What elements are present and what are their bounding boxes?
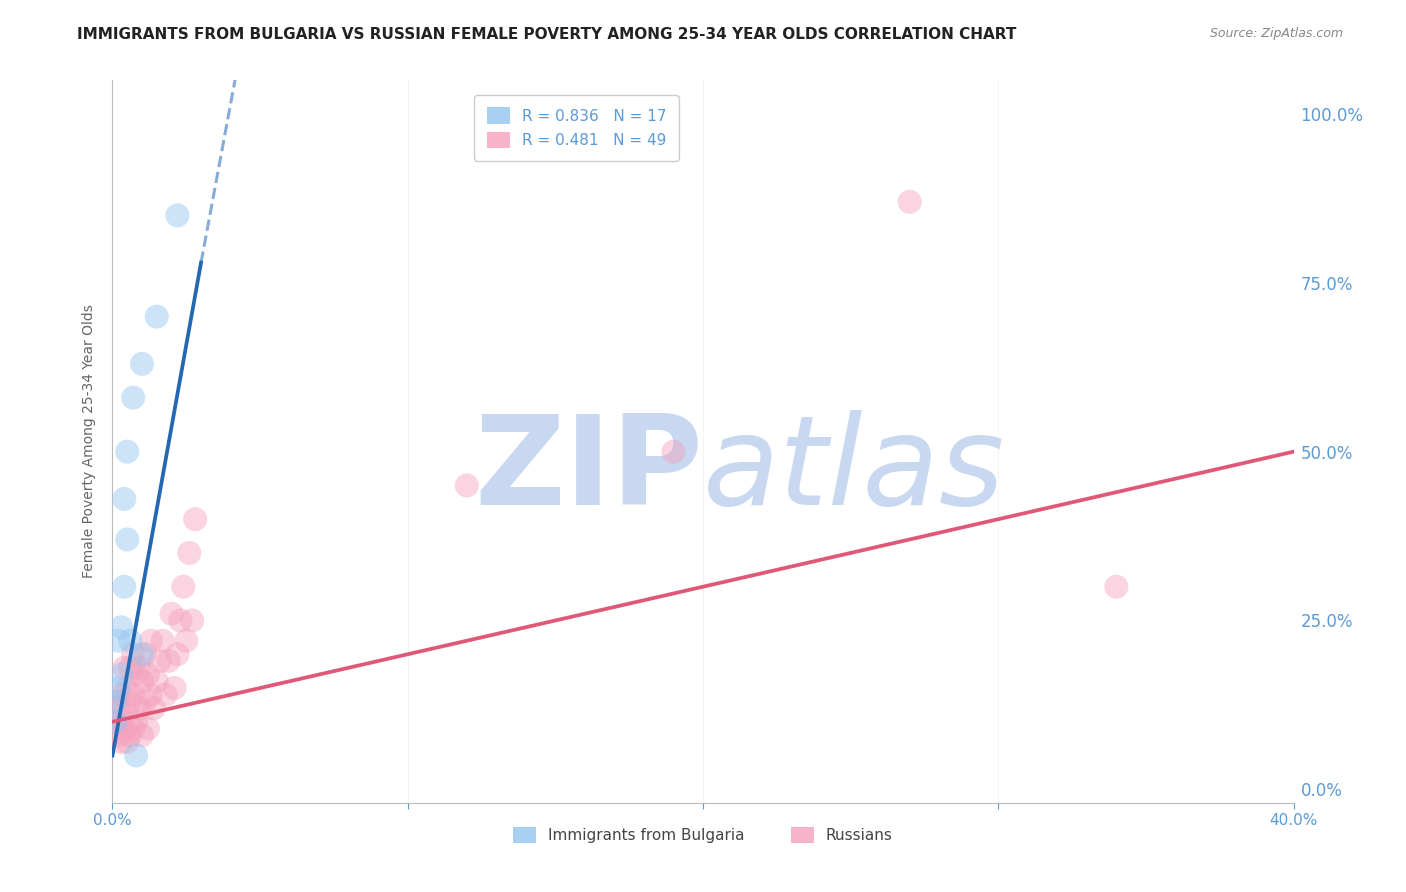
- Point: [166, 208, 188, 222]
- Point: [456, 478, 478, 492]
- Point: [110, 714, 132, 729]
- Point: [136, 722, 159, 736]
- Point: [149, 654, 172, 668]
- Point: [117, 533, 138, 547]
- Point: [110, 688, 132, 702]
- Point: [152, 633, 174, 648]
- Point: [120, 694, 142, 708]
- Point: [107, 701, 129, 715]
- Y-axis label: Female Poverty Among 25-34 Year Olds: Female Poverty Among 25-34 Year Olds: [82, 304, 96, 579]
- Point: [174, 633, 197, 648]
- Point: [112, 491, 135, 506]
- Point: [104, 714, 127, 729]
- Point: [112, 661, 135, 675]
- Point: [117, 444, 138, 458]
- Text: Source: ZipAtlas.com: Source: ZipAtlas.com: [1209, 27, 1343, 40]
- Point: [146, 310, 169, 324]
- Point: [163, 681, 186, 695]
- Point: [134, 647, 156, 661]
- Point: [139, 633, 162, 648]
- Point: [160, 607, 183, 621]
- Point: [122, 688, 145, 702]
- Point: [1105, 580, 1128, 594]
- Point: [166, 647, 188, 661]
- Point: [179, 546, 201, 560]
- Point: [122, 722, 145, 736]
- Point: [662, 444, 685, 458]
- Point: [117, 735, 138, 749]
- Point: [139, 688, 162, 702]
- Point: [117, 708, 138, 723]
- Text: ZIP: ZIP: [474, 410, 703, 531]
- Point: [112, 580, 135, 594]
- Legend: Immigrants from Bulgaria, Russians: Immigrants from Bulgaria, Russians: [508, 821, 898, 849]
- Point: [120, 661, 142, 675]
- Point: [131, 728, 153, 742]
- Point: [184, 512, 207, 526]
- Point: [128, 701, 150, 715]
- Point: [104, 694, 127, 708]
- Point: [131, 674, 153, 689]
- Point: [104, 714, 127, 729]
- Point: [125, 748, 148, 763]
- Point: [157, 654, 180, 668]
- Point: [107, 681, 129, 695]
- Point: [131, 357, 153, 371]
- Point: [117, 681, 138, 695]
- Point: [898, 194, 921, 209]
- Point: [181, 614, 204, 628]
- Point: [142, 701, 165, 715]
- Point: [136, 667, 159, 681]
- Point: [110, 667, 132, 681]
- Point: [131, 647, 153, 661]
- Point: [128, 661, 150, 675]
- Point: [125, 667, 148, 681]
- Point: [120, 633, 142, 648]
- Point: [146, 674, 169, 689]
- Text: IMMIGRANTS FROM BULGARIA VS RUSSIAN FEMALE POVERTY AMONG 25-34 YEAR OLDS CORRELA: IMMIGRANTS FROM BULGARIA VS RUSSIAN FEMA…: [77, 27, 1017, 42]
- Point: [110, 620, 132, 634]
- Text: atlas: atlas: [703, 410, 1005, 531]
- Point: [122, 391, 145, 405]
- Point: [122, 647, 145, 661]
- Point: [120, 728, 142, 742]
- Point: [110, 735, 132, 749]
- Point: [107, 728, 129, 742]
- Point: [107, 633, 129, 648]
- Point: [125, 714, 148, 729]
- Point: [172, 580, 194, 594]
- Point: [169, 614, 191, 628]
- Point: [112, 722, 135, 736]
- Point: [134, 694, 156, 708]
- Point: [104, 694, 127, 708]
- Point: [155, 688, 177, 702]
